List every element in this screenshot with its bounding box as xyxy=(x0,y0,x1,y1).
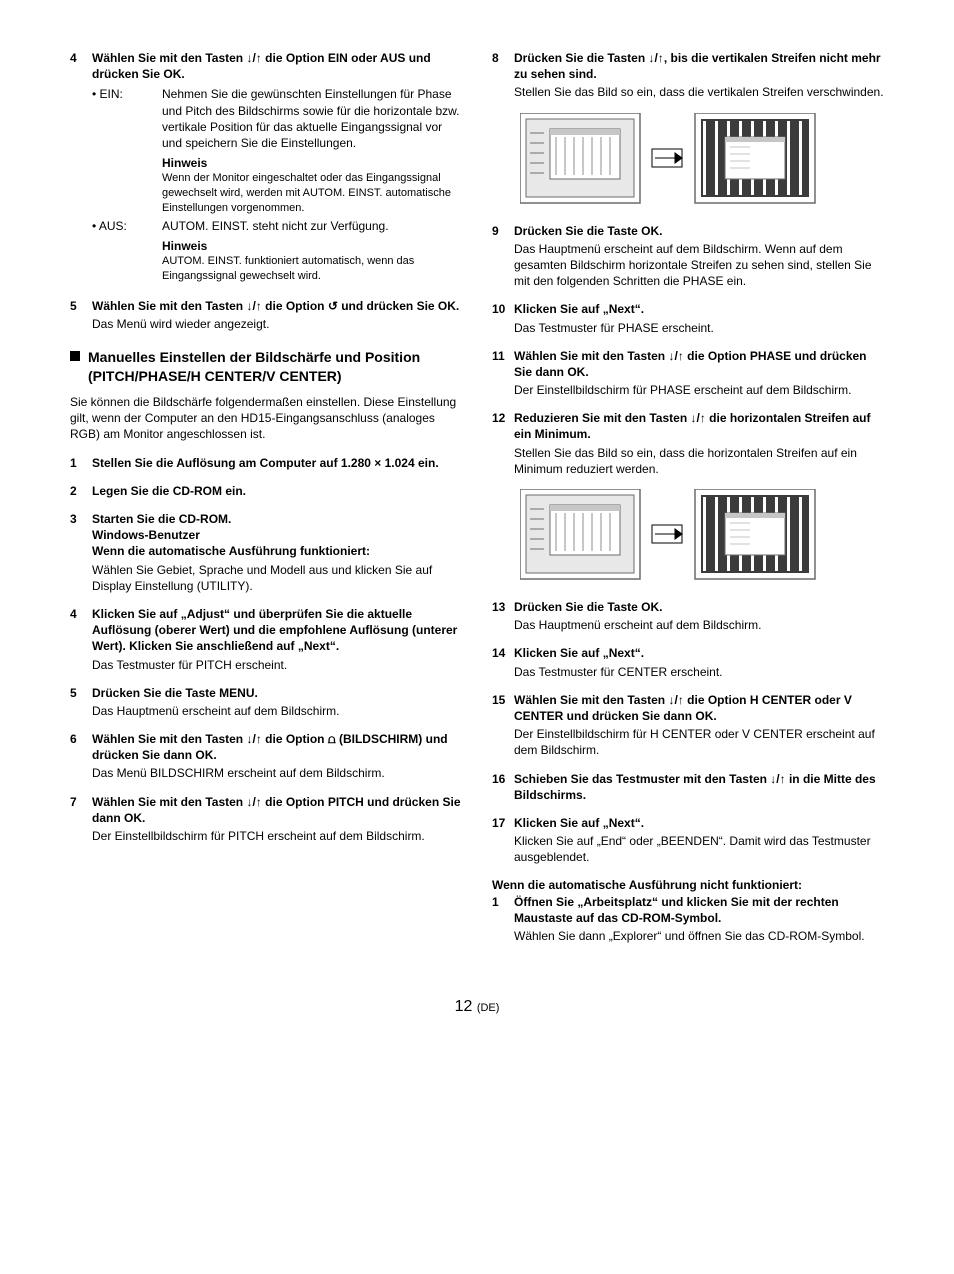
screen-icon: ⩍ xyxy=(328,732,336,746)
down-up-icon: ↓/↑ xyxy=(770,771,785,787)
down-up-icon: ↓/↑ xyxy=(246,50,261,66)
page-number: 12 xyxy=(455,998,473,1015)
page-footer: 12 (DE) xyxy=(70,996,884,1018)
return-icon: ↺ xyxy=(328,298,338,314)
note-label: Hinweis xyxy=(162,238,462,254)
down-up-icon: ↓/↑ xyxy=(668,692,683,708)
phase-diagram xyxy=(520,489,820,585)
step-4: 4 Wählen Sie mit den Tasten ↓/↑ die Opti… xyxy=(70,50,462,286)
down-up-icon: ↓/↑ xyxy=(649,50,664,66)
intro-text: Sie können die Bildschärfe folgendermaße… xyxy=(70,394,462,443)
note-label: Hinweis xyxy=(162,155,462,171)
page-lang: (DE) xyxy=(477,1002,500,1014)
down-up-icon: ↓/↑ xyxy=(246,794,261,810)
down-up-icon: ↓/↑ xyxy=(246,731,261,747)
sub-aus-label: • AUS: xyxy=(92,218,162,284)
down-up-icon: ↓/↑ xyxy=(690,410,705,426)
alt-heading: Wenn die automatische Ausführung nicht f… xyxy=(492,877,884,893)
sub-aus-text: AUTOM. EINST. steht nicht zur Verfügung. xyxy=(162,218,462,234)
note-text: Wenn der Monitor eingeschaltet oder das … xyxy=(162,171,462,216)
note-text: AUTOM. EINST. funktioniert automatisch, … xyxy=(162,254,462,284)
sub-ein-text: Nehmen Sie die gewünschten Einstellungen… xyxy=(162,86,462,151)
down-up-icon: ↓/↑ xyxy=(246,298,261,314)
sub-ein-label: • EIN: xyxy=(92,86,162,215)
step-title: Wählen Sie mit den Tasten ↓/↑ die Option… xyxy=(92,51,431,81)
square-bullet-icon xyxy=(70,351,80,361)
down-up-icon: ↓/↑ xyxy=(668,348,683,364)
pitch-diagram xyxy=(520,113,820,209)
section-heading: Manuelles Einstellen der Bildschärfe und… xyxy=(70,348,462,386)
step-number: 4 xyxy=(70,50,92,286)
step-5: 5 Wählen Sie mit den Tasten ↓/↑ die Opti… xyxy=(70,298,462,332)
